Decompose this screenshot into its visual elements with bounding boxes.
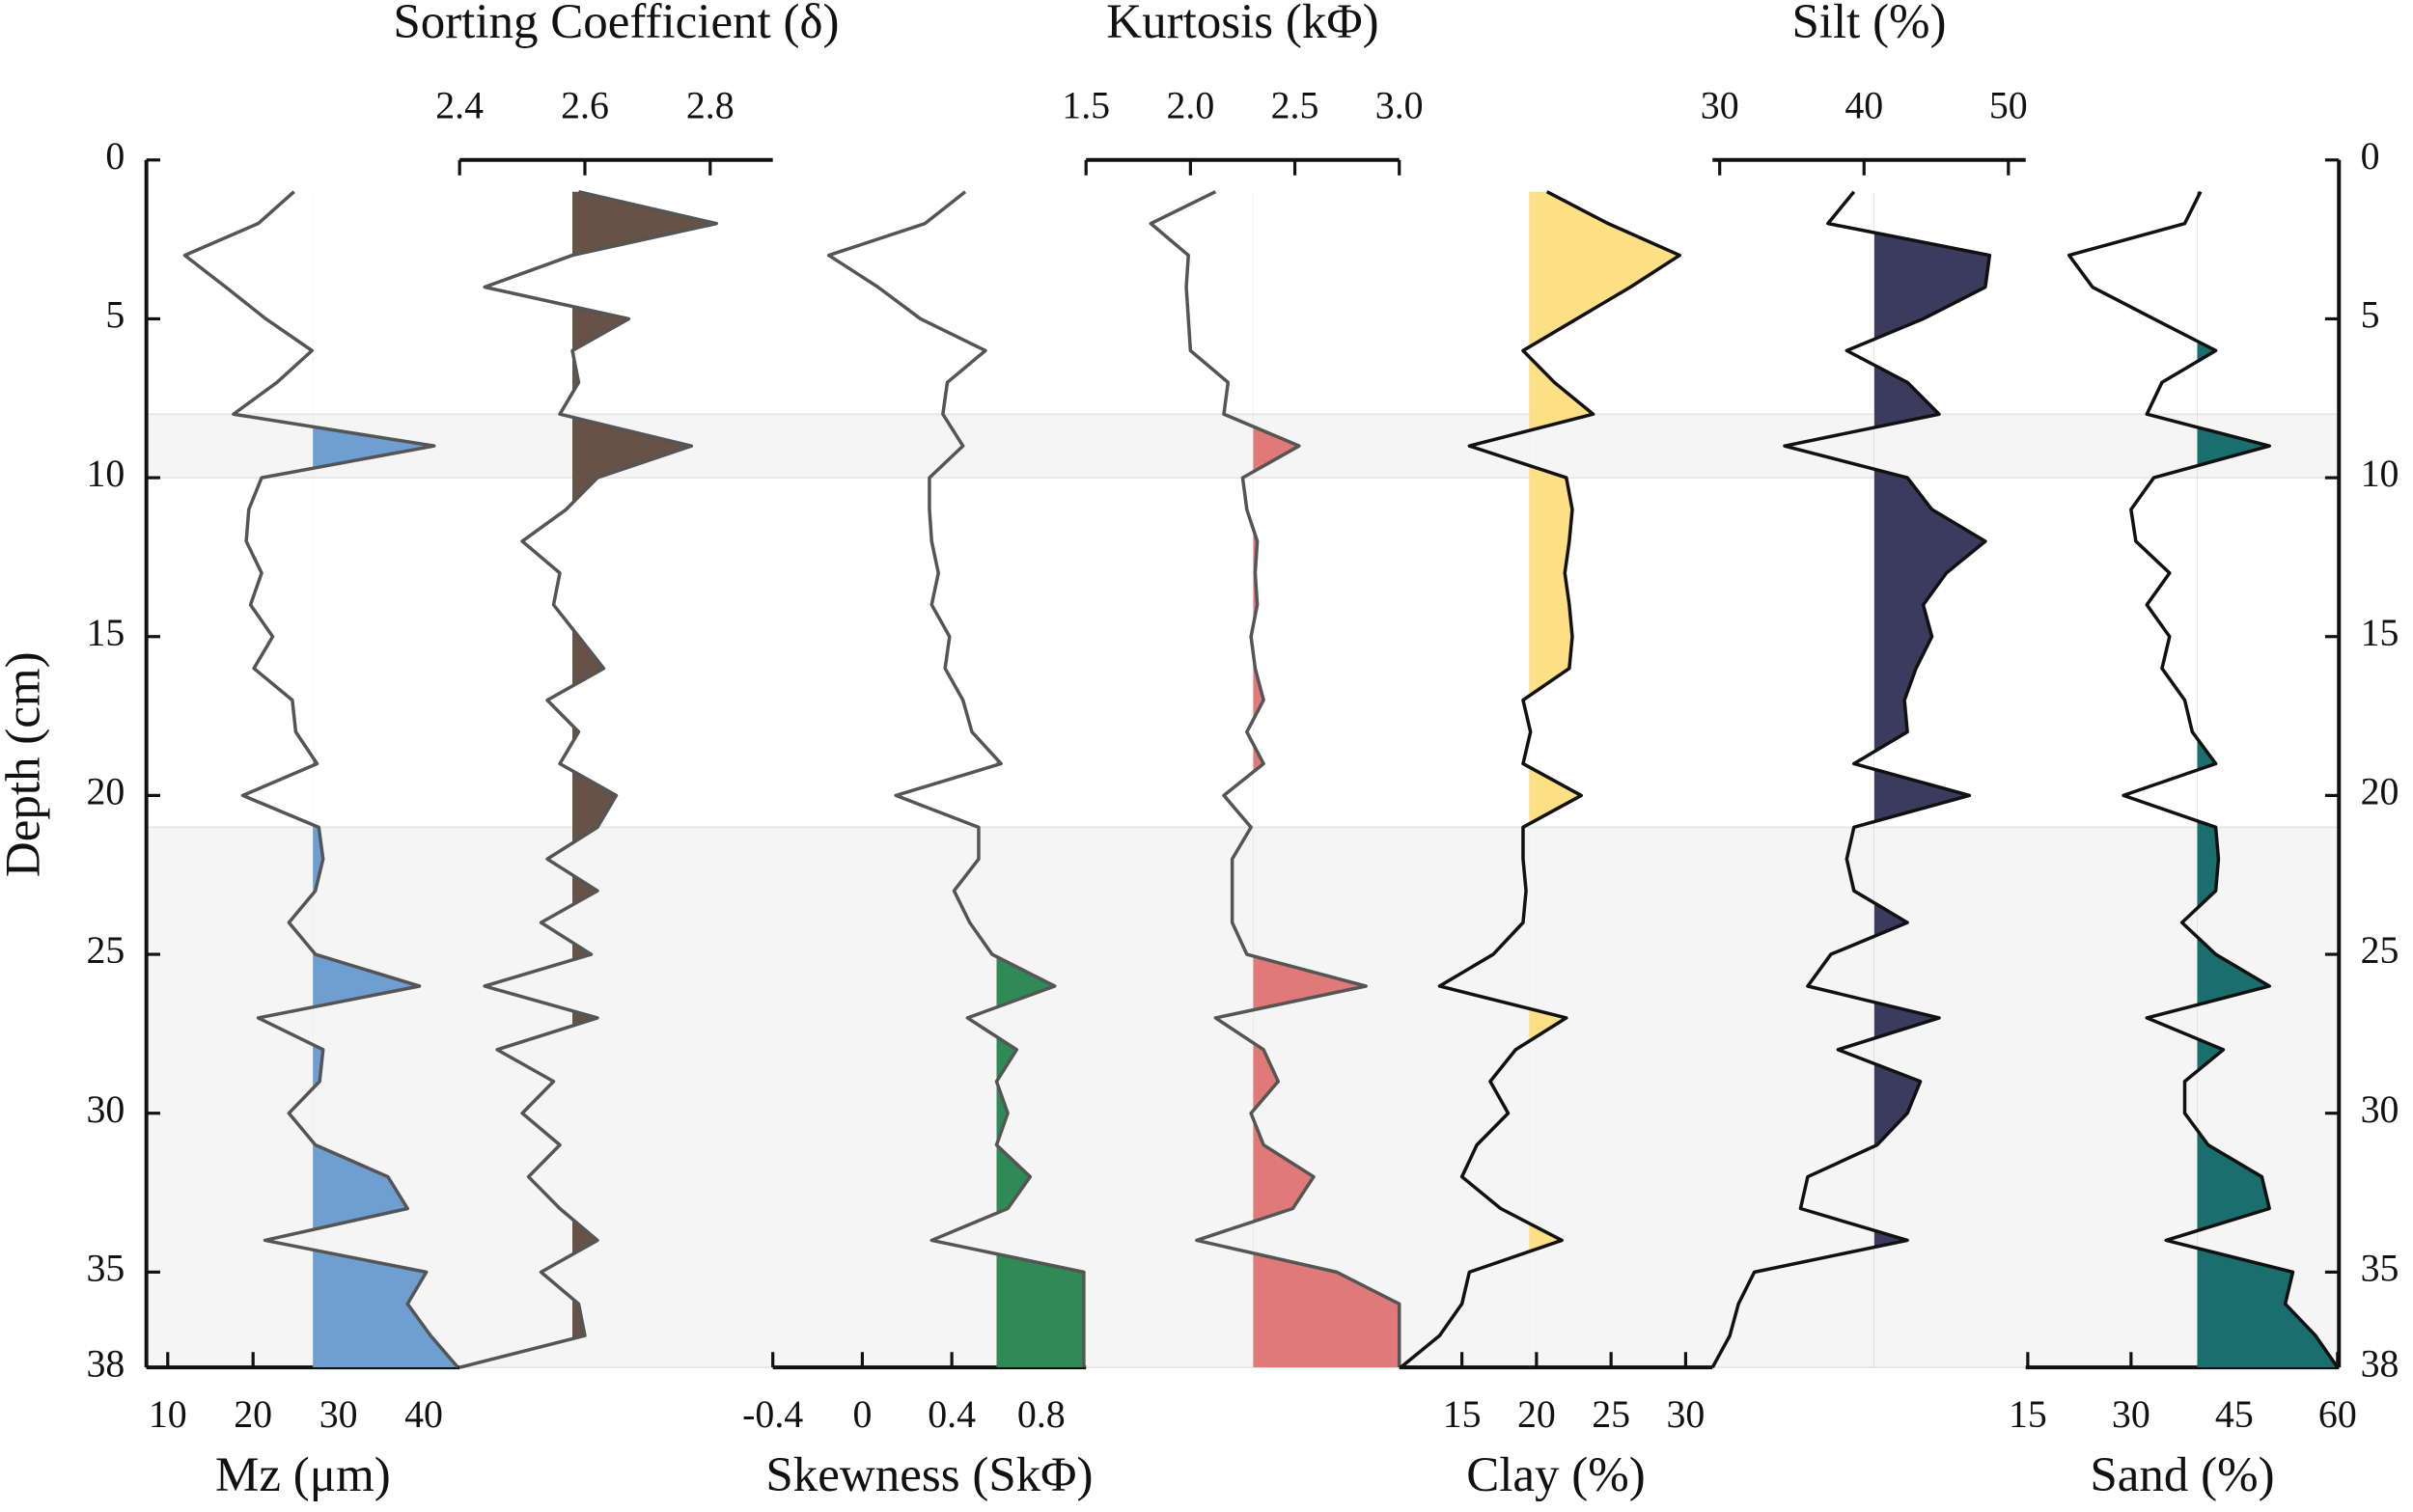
x-tick-label: 25 — [1592, 1392, 1630, 1436]
y-tick-label: 25 — [2361, 928, 2399, 972]
y-tick-label: 15 — [2361, 611, 2399, 654]
x-axis-title: Skewness (SkΦ) — [765, 1448, 1093, 1502]
x-tick-label: 15 — [1443, 1392, 1482, 1436]
y-tick-label: 10 — [2361, 452, 2399, 495]
x-tick-label: 30 — [1701, 83, 1739, 126]
x-axis-title: Kurtosis (kΦ) — [1106, 0, 1378, 49]
y-axis-title: Depth (cm) — [0, 651, 51, 877]
x-tick-label: 20 — [1517, 1392, 1556, 1436]
x-tick-label: 20 — [234, 1392, 272, 1436]
profile-line — [182, 190, 459, 1369]
profile-line — [1149, 190, 1401, 1368]
fill-area — [1873, 191, 1990, 1368]
x-tick-label: 15 — [2009, 1392, 2047, 1436]
x-tick-label: 60 — [2318, 1392, 2357, 1436]
y-tick-label: 38 — [2361, 1341, 2399, 1385]
y-tick-label: 5 — [105, 293, 125, 337]
x-tick-label: -0.4 — [742, 1392, 803, 1436]
x-tick-label: 10 — [149, 1392, 187, 1436]
profile-line — [1710, 190, 1992, 1368]
y-tick-label: 35 — [87, 1247, 125, 1290]
x-tick-label: 2.0 — [1166, 83, 1214, 126]
y-tick-label: 20 — [2361, 770, 2399, 813]
y-tick-label: 0 — [2361, 134, 2380, 178]
y-tick-label: 10 — [87, 452, 125, 495]
x-tick-label: 50 — [1989, 83, 2028, 126]
x-axis-title: Mz (μm) — [215, 1448, 391, 1502]
y-tick-label: 15 — [87, 611, 125, 654]
x-tick-label: 40 — [1844, 83, 1883, 126]
x-tick-label: 3.0 — [1375, 83, 1424, 126]
y-tick-label: 0 — [105, 134, 125, 178]
y-tick-label: 20 — [87, 770, 125, 813]
x-tick-label: 0.8 — [1017, 1392, 1066, 1436]
x-tick-label: 2.8 — [686, 83, 735, 126]
x-tick-label: 1.5 — [1062, 83, 1110, 126]
x-tick-label: 30 — [2112, 1392, 2150, 1436]
x-tick-label: 2.5 — [1271, 83, 1319, 126]
x-axis-title: Clay (%) — [1466, 1448, 1646, 1502]
x-tick-label: 0 — [852, 1392, 872, 1436]
profile-line — [458, 190, 719, 1369]
x-axis-title: Silt (%) — [1791, 0, 1946, 49]
x-tick-label: 45 — [2215, 1392, 2254, 1436]
x-axis-title: Sorting Coefficient (δ) — [393, 0, 839, 49]
x-tick-label: 30 — [1666, 1392, 1705, 1436]
x-axis-title: Sand (%) — [2090, 1448, 2274, 1502]
y-tick-label: 35 — [2361, 1247, 2399, 1290]
x-tick-label: 2.4 — [435, 83, 484, 126]
profile-line — [826, 190, 1086, 1368]
y-tick-label: 38 — [87, 1341, 125, 1385]
shaded-band — [145, 413, 2341, 479]
y-tick-label: 30 — [2361, 1087, 2399, 1131]
x-tick-label: 2.6 — [561, 83, 609, 126]
y-tick-label: 30 — [87, 1087, 125, 1131]
x-tick-label: 40 — [404, 1392, 443, 1436]
profile-line — [1400, 190, 1681, 1369]
x-tick-label: 0.4 — [928, 1392, 976, 1436]
profile-line — [2066, 190, 2340, 1369]
y-tick-label: 25 — [87, 928, 125, 972]
x-tick-label: 30 — [319, 1392, 358, 1436]
y-tick-label: 5 — [2361, 293, 2380, 337]
shaded-band — [145, 826, 2341, 1368]
